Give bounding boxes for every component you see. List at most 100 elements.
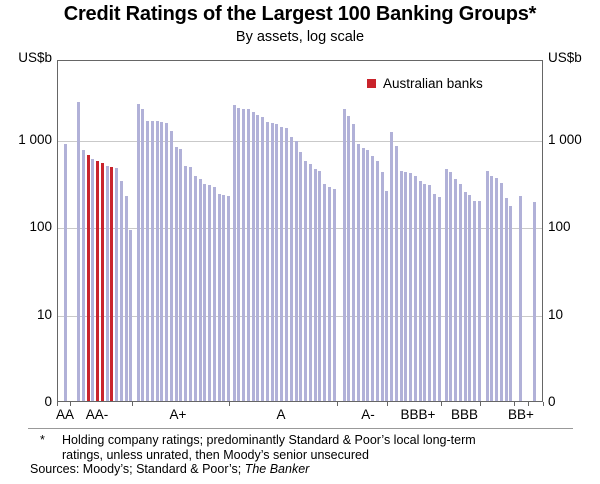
bar — [237, 108, 241, 401]
x-axis-tick — [387, 402, 389, 406]
x-axis-label-A-: A- — [361, 407, 375, 422]
bar — [485, 171, 489, 401]
bar — [256, 114, 260, 401]
bar — [265, 121, 269, 401]
bar — [458, 184, 462, 401]
bar — [409, 172, 413, 401]
y-axis-unit-left: US$b — [18, 50, 52, 65]
x-axis-label-BBB+: BBB+ — [400, 407, 436, 422]
x-axis-label-BBB: BBB — [450, 407, 478, 422]
y-tick-label-left-10: 10 — [36, 306, 52, 322]
x-axis-tick — [440, 402, 442, 406]
bar — [385, 190, 389, 401]
bar — [169, 130, 173, 401]
bar — [119, 180, 123, 401]
bar — [490, 176, 494, 401]
sources-line: Sources: Moody’s; Standard & Poor’s; The… — [30, 462, 309, 476]
sources-text: Sources: Moody’s; Standard & Poor’s; — [30, 462, 245, 476]
bar — [342, 108, 346, 401]
x-axis-tick — [480, 402, 482, 406]
bar — [504, 198, 508, 401]
bar — [495, 178, 499, 401]
bar — [437, 197, 441, 401]
bar — [347, 115, 351, 401]
bar — [390, 132, 393, 401]
bar — [198, 178, 202, 401]
bar — [136, 104, 140, 401]
bar — [275, 123, 279, 401]
bar — [454, 179, 458, 401]
bar — [413, 175, 417, 401]
footnote-asterisk: * — [40, 433, 45, 447]
x-axis-label-BB+: BB+ — [508, 407, 534, 422]
bar — [160, 122, 164, 401]
bar — [150, 121, 154, 401]
y-tick-label-right-1: 0 — [548, 394, 556, 409]
bar — [418, 180, 422, 401]
bar — [304, 160, 308, 401]
bar — [77, 102, 80, 401]
bar — [394, 145, 398, 401]
bar — [327, 187, 331, 401]
bar — [356, 143, 360, 401]
x-axis-tick — [336, 402, 338, 406]
bar — [179, 148, 183, 401]
bar — [251, 112, 255, 401]
bar — [270, 123, 274, 401]
bar — [308, 163, 312, 401]
y-tick-label-right-10: 10 — [548, 306, 564, 322]
bar — [361, 147, 365, 401]
bar — [115, 167, 119, 401]
y-tick-label-left-1: 0 — [44, 394, 52, 409]
bar — [141, 109, 145, 401]
bar — [473, 200, 477, 401]
y-tick-label-right-1000: 1 000 — [548, 132, 582, 147]
bar — [227, 195, 231, 401]
bar — [313, 168, 317, 401]
bar — [91, 159, 95, 401]
bar — [444, 168, 448, 401]
bar — [242, 108, 246, 401]
bar — [428, 185, 432, 401]
bar — [188, 167, 192, 401]
bar — [280, 127, 284, 401]
bar-australian — [86, 154, 90, 401]
bar — [284, 128, 288, 401]
page-title: Credit Ratings of the Largest 100 Bankin… — [63, 3, 537, 25]
bar — [217, 193, 221, 401]
bar — [63, 143, 67, 401]
bar — [332, 189, 336, 401]
bar — [165, 122, 169, 401]
bar — [371, 155, 375, 401]
legend-red-square-icon — [367, 79, 376, 88]
x-axis-tick — [542, 402, 544, 406]
bar — [146, 120, 150, 401]
bar — [299, 152, 303, 401]
bar-australian — [96, 161, 100, 401]
bar — [463, 192, 467, 401]
bar — [318, 170, 322, 401]
bar — [289, 136, 293, 401]
footnote-line1: Holding company ratings; predominantly S… — [62, 433, 476, 447]
bar — [184, 165, 188, 401]
bar — [375, 160, 379, 401]
bar — [352, 123, 356, 401]
bar — [404, 172, 408, 401]
bar — [155, 121, 159, 401]
bar — [246, 109, 250, 401]
x-axis-label-AA-: AA- — [85, 407, 109, 422]
bar — [366, 150, 370, 401]
bar — [203, 184, 207, 401]
x-axis-label-A+: A+ — [169, 407, 187, 422]
x-axis-tick — [56, 402, 58, 406]
bar-australian — [100, 163, 104, 401]
bar — [323, 184, 327, 401]
sources-publication: The Banker — [244, 462, 310, 476]
bar — [509, 205, 513, 401]
bar — [423, 184, 427, 401]
bar — [477, 201, 481, 401]
bar-australian — [110, 166, 114, 401]
gridline-1000 — [58, 141, 542, 142]
y-tick-label-left-1000: 1 000 — [18, 132, 52, 147]
chart-subtitle: By assets, log scale — [235, 29, 365, 45]
